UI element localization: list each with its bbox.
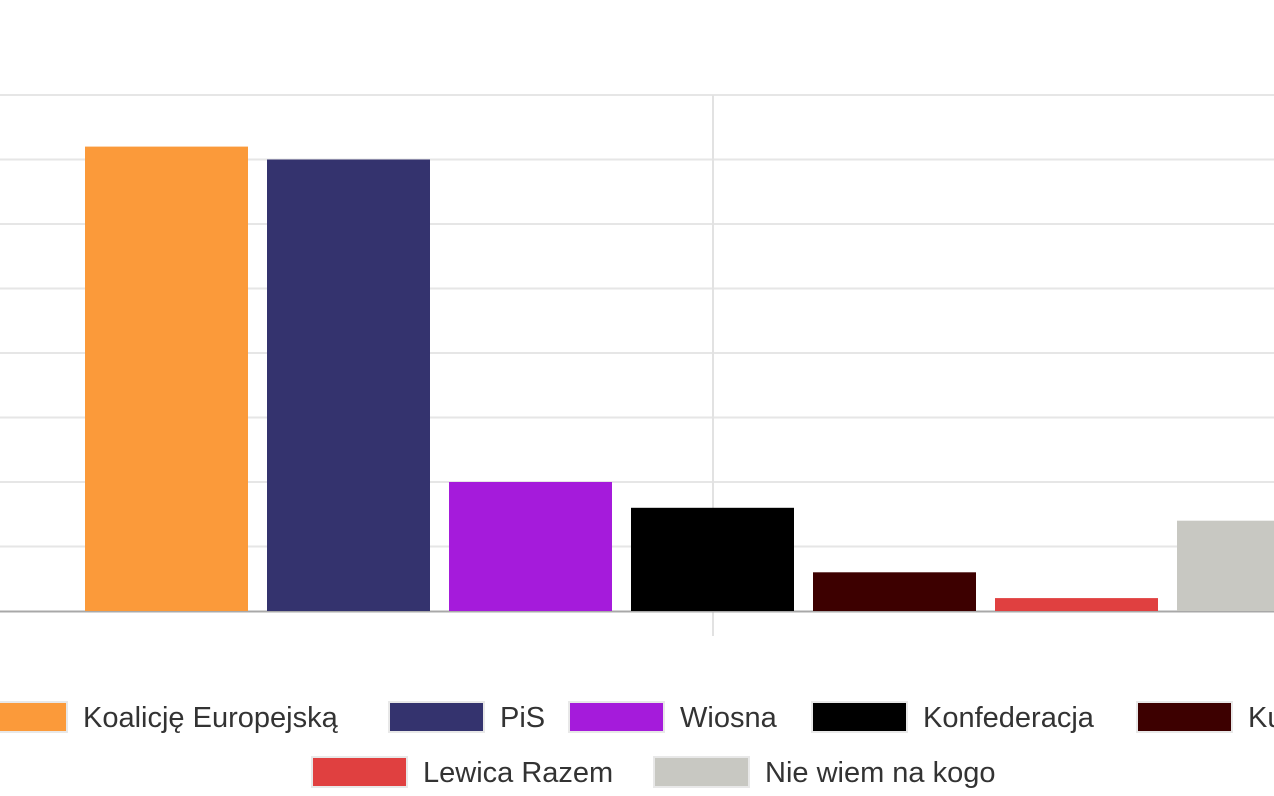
legend-swatch <box>1136 701 1233 733</box>
bar-1 <box>85 146 248 611</box>
bar-2 <box>267 159 430 611</box>
legend-label: Lewica Razem <box>423 757 613 789</box>
legend-swatch <box>311 756 408 788</box>
legend-label: Wiosna <box>680 702 778 734</box>
legend-label: Koalicję Europejską <box>83 702 339 734</box>
bar-7 <box>1177 520 1274 611</box>
legend-swatch <box>811 701 908 733</box>
bars <box>85 146 1274 611</box>
bar-5 <box>813 572 976 611</box>
legend: Koalicję Europejską PiS Wiosna Konfederacja… <box>0 701 1274 789</box>
bar-6 <box>995 598 1158 611</box>
bar-4 <box>631 507 794 611</box>
bar-3 <box>449 482 612 611</box>
legend-label: Kukiz'15 <box>1248 702 1274 734</box>
legend-swatch <box>0 701 68 733</box>
legend-label: PiS <box>500 702 545 734</box>
legend-swatch <box>653 756 750 788</box>
legend-swatch <box>568 701 665 733</box>
legend-label: Nie wiem na kogo <box>765 757 996 789</box>
legend-label: Konfederacja <box>923 702 1095 734</box>
legend-swatch <box>388 701 485 733</box>
